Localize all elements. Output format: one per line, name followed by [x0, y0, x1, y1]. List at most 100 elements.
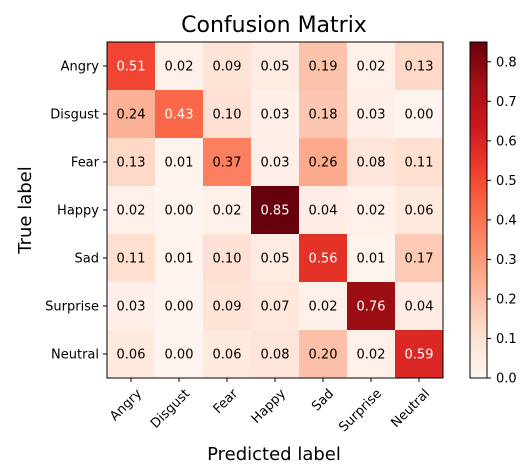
- cell-value-label: 0.02: [357, 60, 386, 75]
- heatmap-cell: [299, 282, 347, 330]
- heatmap-cell: [395, 42, 443, 90]
- colorbar-tick-label: 0.1: [496, 332, 517, 347]
- cell-value-label: 0.00: [165, 204, 194, 219]
- heatmap-cell: [347, 330, 395, 378]
- heatmap-cell: [155, 282, 203, 330]
- cell-value-label: 0.02: [309, 300, 338, 315]
- heatmap-cell: [251, 234, 299, 282]
- cell-value-label: 0.13: [405, 60, 434, 75]
- colorbar: [469, 41, 488, 379]
- x-tick-label: Surprise: [336, 386, 385, 435]
- cell-value-label: 0.05: [261, 252, 290, 267]
- heatmap-cell: [107, 138, 155, 186]
- cell-value-label: 0.08: [261, 348, 290, 363]
- cell-value-label: 0.85: [261, 204, 290, 219]
- heatmap-cell: [107, 330, 155, 378]
- cell-value-label: 0.18: [309, 108, 338, 123]
- x-tick-label: Neutral: [389, 386, 434, 431]
- cell-value-label: 0.00: [405, 108, 434, 123]
- cell-value-label: 0.11: [405, 156, 434, 171]
- colorbar-tick-label: 0.5: [496, 174, 517, 189]
- colorbar-ticks: 0.0 0.1 0.2 0.3 0.4 0.5 0.6 0.7 0.8: [487, 55, 517, 387]
- cell-value-label: 0.26: [309, 156, 338, 171]
- colorbar-tick-label: 0.6: [496, 134, 517, 149]
- cell-value-label: 0.06: [405, 204, 434, 219]
- cell-value-label: 0.05: [261, 60, 290, 75]
- y-axis-label: True label: [15, 166, 36, 255]
- cell-value-label: 0.01: [357, 252, 386, 267]
- heatmap-cell: [155, 138, 203, 186]
- cell-value-label: 0.13: [117, 156, 146, 171]
- cell-value-label: 0.37: [213, 156, 242, 171]
- heatmap-cell: [251, 186, 299, 234]
- cell-value-label: 0.06: [213, 348, 242, 363]
- colorbar-tick-label: 0.2: [496, 292, 517, 307]
- x-tick-label: Sad: [309, 386, 337, 414]
- cell-value-label: 0.56: [309, 252, 338, 267]
- heatmap-cell: [203, 138, 251, 186]
- heatmap-cell: [251, 138, 299, 186]
- heatmap-cell: [203, 282, 251, 330]
- cell-value-label: 0.03: [117, 300, 146, 315]
- heatmap-cells: [107, 42, 443, 378]
- heatmap-cell: [203, 42, 251, 90]
- heatmap-cell: [395, 90, 443, 138]
- heatmap-cell: [299, 90, 347, 138]
- y-tick-label: Disgust: [50, 108, 99, 123]
- heatmap-cell: [251, 330, 299, 378]
- heatmap-cell: [347, 234, 395, 282]
- cell-value-label: 0.04: [309, 204, 338, 219]
- cell-value-label: 0.01: [165, 252, 194, 267]
- cell-value-label: 0.06: [117, 348, 146, 363]
- x-axis-label: Predicted label: [207, 444, 341, 465]
- heatmap-cell-labels: 0.51 0.02 0.09 0.05 0.19 0.02 0.13 0.24 0.43 0.10…: [117, 60, 434, 363]
- heatmap-cell: [395, 330, 443, 378]
- heatmap-cell: [347, 186, 395, 234]
- heatmap-cell: [155, 90, 203, 138]
- heatmap-cell: [203, 186, 251, 234]
- y-tick-label: Sad: [75, 252, 99, 267]
- chart-title: Confusion Matrix: [181, 13, 367, 38]
- cell-value-label: 0.11: [117, 252, 146, 267]
- cell-value-label: 0.01: [165, 156, 194, 171]
- x-tick-label: Happy: [249, 386, 289, 426]
- heatmap-cell: [347, 138, 395, 186]
- heatmap-cell: [395, 234, 443, 282]
- heatmap-cell: [107, 90, 155, 138]
- heatmap-cell: [395, 186, 443, 234]
- cell-value-label: 0.43: [165, 108, 194, 123]
- heatmap-cell: [347, 282, 395, 330]
- cell-value-label: 0.03: [261, 108, 290, 123]
- cell-value-label: 0.19: [309, 60, 338, 75]
- cell-value-label: 0.02: [117, 204, 146, 219]
- x-tick-label: Disgust: [148, 386, 193, 431]
- x-tick-label: Angry: [107, 386, 145, 424]
- cell-value-label: 0.09: [213, 300, 242, 315]
- cell-value-label: 0.02: [165, 60, 194, 75]
- cell-value-label: 0.59: [405, 348, 434, 363]
- heatmap-cell: [203, 90, 251, 138]
- heatmap-cell: [251, 90, 299, 138]
- y-tick-label: Surprise: [45, 300, 99, 315]
- y-tick-label: Happy: [57, 204, 99, 219]
- x-tick-label: Fear: [211, 386, 242, 417]
- heatmap-cell: [155, 234, 203, 282]
- heatmap-cell: [299, 186, 347, 234]
- cell-value-label: 0.00: [165, 348, 194, 363]
- y-tick-label: Neutral: [51, 348, 99, 363]
- y-tick-label: Fear: [71, 156, 100, 171]
- heatmap-cell: [251, 282, 299, 330]
- cell-value-label: 0.10: [213, 252, 242, 267]
- cell-value-label: 0.24: [117, 108, 146, 123]
- heatmap-cell: [155, 186, 203, 234]
- x-axis-ticks: Angry Disgust Fear Happy Sad Surprise Neutral: [107, 378, 433, 435]
- heatmap-cell: [395, 138, 443, 186]
- heatmap-cell: [107, 186, 155, 234]
- heatmap-cell: [347, 90, 395, 138]
- heatmap-cell: [155, 42, 203, 90]
- colorbar-tick-label: 0.8: [496, 55, 517, 70]
- colorbar-tick-label: 0.7: [496, 95, 517, 110]
- cell-value-label: 0.09: [213, 60, 242, 75]
- heatmap-cell: [155, 330, 203, 378]
